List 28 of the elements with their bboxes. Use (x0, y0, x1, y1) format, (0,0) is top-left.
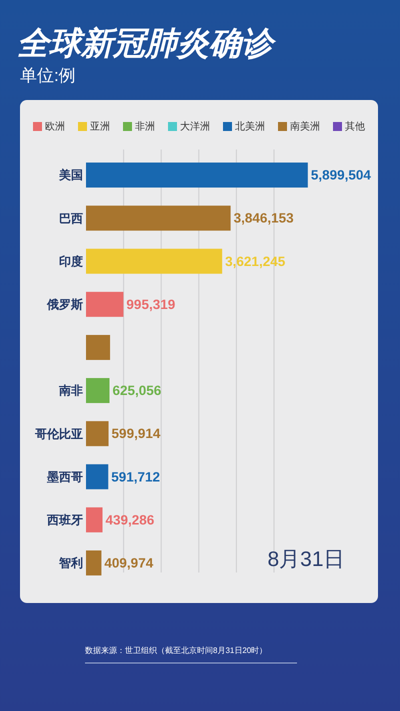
category-label: 巴西 (59, 211, 83, 226)
subtitle: 单位:例 (20, 66, 76, 85)
value-label: 439,286 (106, 512, 154, 528)
category-label: 南非 (59, 384, 83, 398)
value-label: 599,914 (112, 426, 160, 442)
value-label: 625,056 (112, 383, 162, 398)
annotation: 8月31日 (267, 548, 345, 571)
category-label: 墨西哥 (47, 470, 83, 484)
value-label: 409,974 (104, 556, 154, 571)
value-label: 5,899,504 (310, 168, 371, 183)
category-label: 印度 (59, 254, 83, 268)
value-label: 3,621,245 (225, 254, 286, 269)
value-label: 591,712 (111, 469, 160, 484)
category-label: 哥伦比亚 (35, 426, 83, 441)
category-label: 西班牙 (47, 513, 83, 528)
legend-label: 亚洲 (90, 122, 110, 133)
category-label: 美国 (59, 168, 83, 182)
legend-label: 大洋洲 (180, 122, 210, 133)
value-label: 3,846,153 (234, 210, 294, 226)
legend-label: 其他 (345, 122, 365, 133)
legend-label: 欧洲 (45, 122, 65, 133)
legend-label: 北美洲 (235, 122, 265, 133)
annotation: 数据来源：世卫组织（截至北京时间8月31日20时） (85, 646, 268, 655)
value-label: 995,319 (126, 296, 176, 312)
legend-label: 非洲 (135, 122, 155, 133)
category-label: 智利 (59, 556, 83, 570)
category-label: 俄罗斯 (47, 298, 83, 312)
legend-label: 南美洲 (290, 122, 320, 133)
